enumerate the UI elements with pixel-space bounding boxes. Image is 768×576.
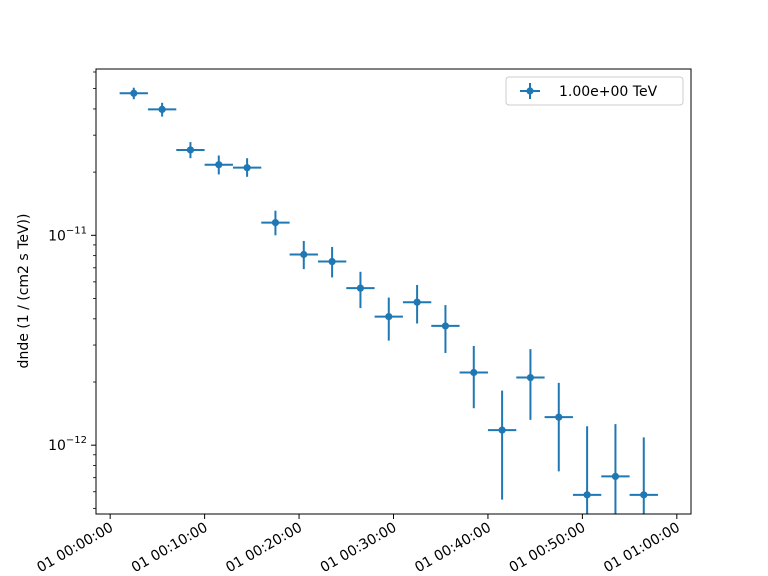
data-point [261,210,290,236]
legend: 1.00e+00 TeV [505,76,684,106]
point-marker [413,298,421,306]
data-point [119,87,148,100]
data-point [317,246,347,278]
point-marker [243,164,251,172]
data-point [402,284,432,324]
data-point [346,271,375,309]
data-point [544,382,573,472]
point-marker [385,312,393,321]
point-marker [271,218,280,227]
point-marker [470,368,478,377]
data-point [487,390,517,500]
point-marker [583,491,591,499]
data-point [232,158,262,177]
point-marker [300,250,308,259]
y-axis: 10−11 10−12 [48,71,96,509]
data-point [601,424,630,514]
point-marker [611,472,620,480]
data-point [629,437,658,514]
point-marker [186,146,195,154]
legend-dot [526,87,534,95]
point-marker [640,491,648,499]
legend-box [505,76,684,106]
data-point [572,426,602,514]
data-point [176,142,205,159]
point-marker [498,426,506,434]
legend-label: 1.00e+00 TeV [559,84,658,100]
data-layer [119,87,658,514]
y-axis-label: dnde (1 / (cm2 s TeV)) [16,214,32,369]
legend-marker [520,83,540,99]
point-marker [441,322,450,330]
data-point [431,305,460,353]
data-point [204,155,233,175]
data-point [147,102,177,117]
y-tick-label: 10−11 [48,225,87,244]
data-point [459,345,488,409]
data-point [374,297,403,341]
point-marker [526,373,535,382]
point-marker [356,284,365,292]
point-marker [130,89,138,97]
point-marker [555,413,563,421]
data-point [289,240,318,270]
point-marker [215,161,223,169]
data-point [516,349,545,420]
point-marker [328,257,336,266]
y-tick-label: 10−12 [48,435,87,454]
point-marker [158,105,166,114]
